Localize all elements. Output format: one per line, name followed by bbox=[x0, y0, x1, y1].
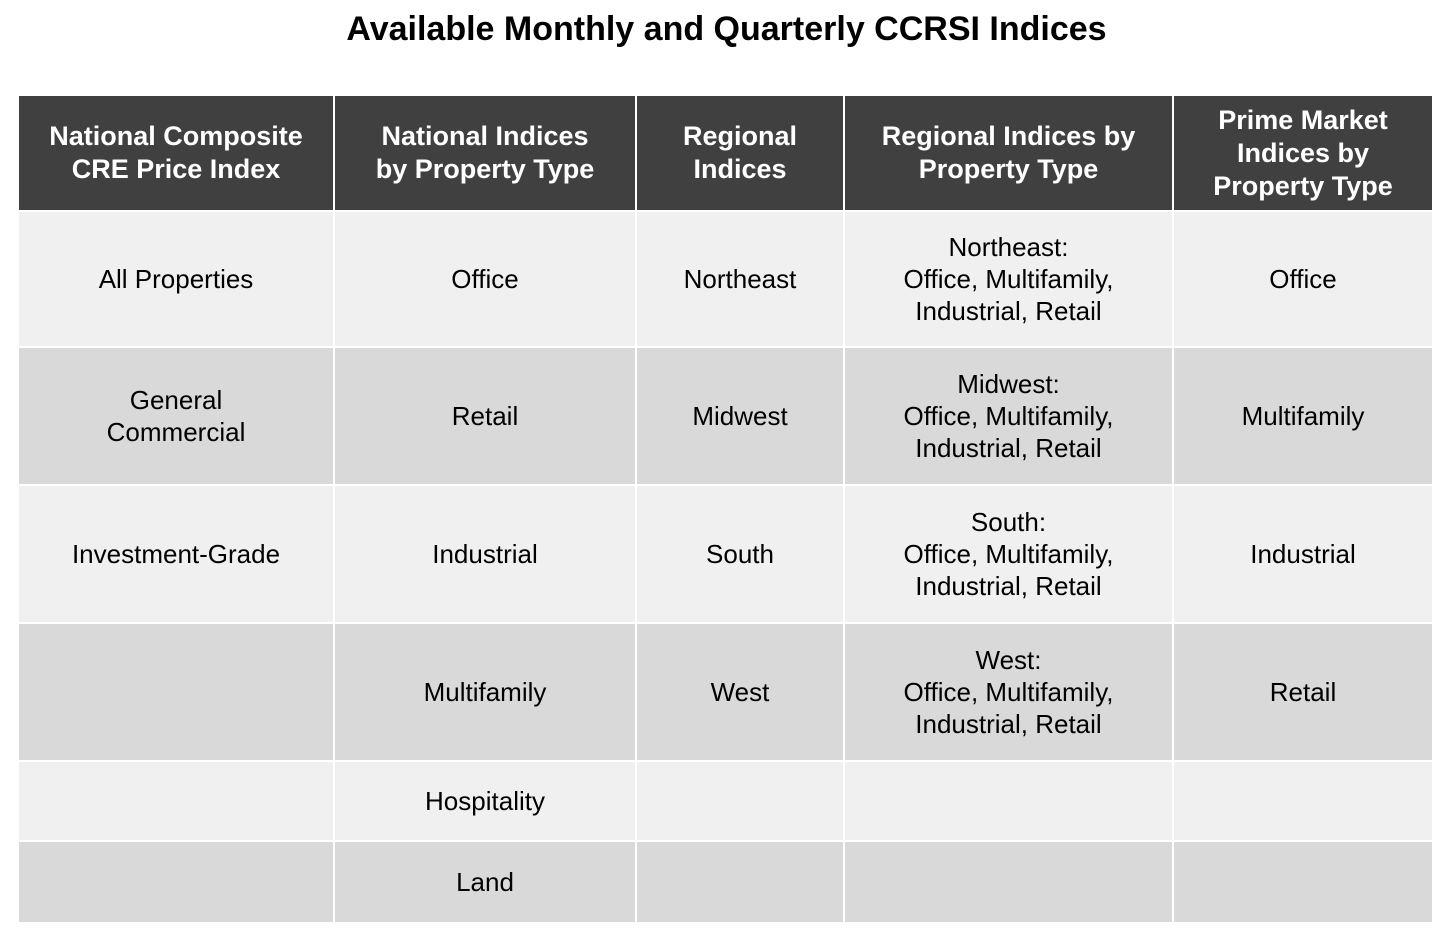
table-cell bbox=[635, 840, 845, 924]
table-cell: Hospitality bbox=[333, 760, 637, 842]
table-cell bbox=[17, 840, 335, 924]
table-row: Land bbox=[17, 840, 1434, 924]
header-row: National Composite CRE Price Index Nation… bbox=[17, 94, 1434, 212]
table-row: Hospitality bbox=[17, 760, 1434, 842]
table-cell: Northeast bbox=[635, 210, 845, 348]
table-cell: South: Office, Multifamily, Industrial, … bbox=[843, 484, 1174, 624]
indices-table: National Composite CRE Price Index Nation… bbox=[17, 94, 1434, 924]
table-row: General Commercial Retail Midwest Midwest: … bbox=[17, 346, 1434, 486]
table-cell: All Properties bbox=[17, 210, 335, 348]
table-cell bbox=[843, 840, 1174, 924]
header-cell: National Indices by Property Type bbox=[333, 94, 637, 212]
table-row: All Properties Office Northeast Northeast: … bbox=[17, 210, 1434, 348]
table-cell bbox=[1172, 840, 1434, 924]
title: Available Monthly and Quarterly CCRSI In… bbox=[346, 10, 1107, 48]
table-cell: Office bbox=[333, 210, 637, 348]
table-row: Multifamily West West: Office, Multifamily… bbox=[17, 622, 1434, 762]
table-cell: General Commercial bbox=[17, 346, 335, 486]
table-cell bbox=[17, 760, 335, 842]
table-cell: Land bbox=[333, 840, 637, 924]
table-cell: Midwest bbox=[635, 346, 845, 486]
table-cell: South bbox=[635, 484, 845, 624]
table-cell: Retail bbox=[1172, 622, 1434, 762]
table-cell: Midwest: Office, Multifamily, Industrial… bbox=[843, 346, 1174, 486]
table-cell: Northeast: Office, Multifamily, Industri… bbox=[843, 210, 1174, 348]
table-cell: Multifamily bbox=[333, 622, 637, 762]
table-cell: West bbox=[635, 622, 845, 762]
table-cell bbox=[635, 760, 845, 842]
table-cell: West: Office, Multifamily, Industrial, R… bbox=[843, 622, 1174, 762]
header-cell: Regional Indices by Property Type bbox=[843, 94, 1174, 212]
table-row: Investment-Grade Industrial South South: Of… bbox=[17, 484, 1434, 624]
table-cell bbox=[843, 760, 1174, 842]
table-cell: Multifamily bbox=[1172, 346, 1434, 486]
table-cell: Industrial bbox=[1172, 484, 1434, 624]
table-cell: Investment-Grade bbox=[17, 484, 335, 624]
table-body: All Properties Office Northeast Northeast: … bbox=[17, 210, 1434, 924]
header-cell: Prime Market Indices by Property Type bbox=[1172, 94, 1434, 212]
header-cell: Regional Indices bbox=[635, 94, 845, 212]
table-cell bbox=[17, 622, 335, 762]
table-cell: Retail bbox=[333, 346, 637, 486]
header-cell: National Composite CRE Price Index bbox=[17, 94, 335, 212]
table-cell: Industrial bbox=[333, 484, 637, 624]
table-cell: Office bbox=[1172, 210, 1434, 348]
table-cell bbox=[1172, 760, 1434, 842]
